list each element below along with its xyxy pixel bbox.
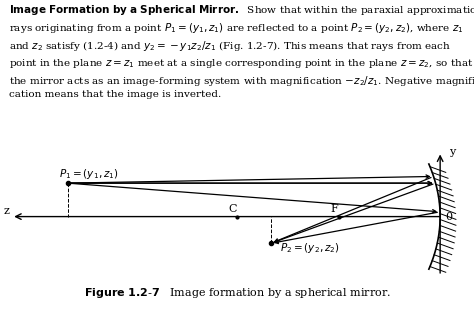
Text: F: F: [330, 204, 338, 214]
Text: y: y: [449, 146, 456, 157]
Text: $P_1=(y_1,z_1)$: $P_1=(y_1,z_1)$: [59, 167, 118, 181]
Text: z: z: [4, 206, 9, 216]
Text: $\mathbf{Image\ Formation\ by\ a\ Spherical\ Mirror.}$  Show that within the par: $\mathbf{Image\ Formation\ by\ a\ Spheri…: [9, 3, 474, 100]
Text: $P_2=(y_2,z_2)$: $P_2=(y_2,z_2)$: [280, 241, 340, 255]
Text: $\mathbf{Figure\ 1.2\text{-}7}$   Image formation by a spherical mirror.: $\mathbf{Figure\ 1.2\text{-}7}$ Image fo…: [83, 286, 391, 300]
Text: C: C: [228, 204, 237, 214]
Text: 0: 0: [446, 212, 453, 222]
